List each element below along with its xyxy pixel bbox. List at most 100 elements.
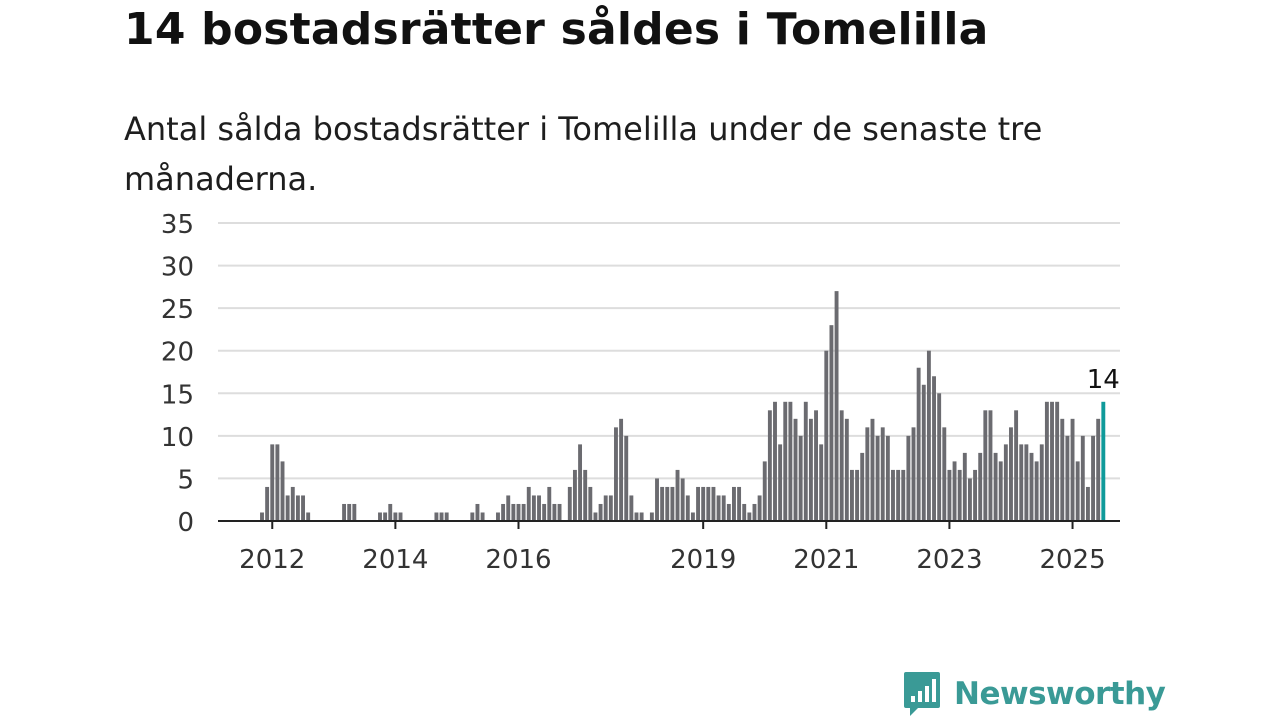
bar <box>511 503 516 521</box>
bar <box>757 495 762 521</box>
bar <box>880 427 885 521</box>
chart-subtitle: Antal sålda bostadsrätter i Tomelilla un… <box>124 110 1043 198</box>
bar <box>808 418 813 521</box>
y-tick-label: 10 <box>161 423 194 453</box>
bar <box>1039 444 1044 521</box>
bar <box>793 418 798 521</box>
bar <box>547 486 552 521</box>
bar <box>1034 461 1039 521</box>
bar <box>942 427 947 521</box>
bar <box>588 486 593 521</box>
bar <box>1080 435 1085 521</box>
bar <box>783 401 788 521</box>
highlight-value-label: 14 <box>1087 365 1120 395</box>
bar <box>706 486 711 521</box>
y-tick-label: 20 <box>161 338 194 368</box>
bar <box>983 410 988 521</box>
bar <box>993 452 998 521</box>
brand-logo: Newsworthy <box>902 670 1166 718</box>
y-tick-label: 0 <box>177 508 194 538</box>
bar <box>865 427 870 521</box>
x-tick-label: 2012 <box>239 545 305 575</box>
bar <box>593 512 598 521</box>
y-tick-label: 35 <box>161 210 194 240</box>
bar <box>624 435 629 521</box>
bar <box>542 503 547 521</box>
bar <box>614 427 618 521</box>
bar <box>988 410 993 521</box>
bar <box>885 435 890 521</box>
bar <box>978 452 983 521</box>
bar <box>680 478 685 521</box>
bar <box>726 503 731 521</box>
bar <box>803 401 808 521</box>
bar <box>875 435 880 521</box>
bar <box>1085 486 1090 521</box>
bar <box>665 486 670 521</box>
bar <box>537 495 541 521</box>
bar <box>824 350 829 521</box>
bar <box>788 401 793 521</box>
bar <box>526 486 531 521</box>
bar <box>742 503 747 521</box>
bar <box>352 503 357 521</box>
bar <box>280 461 285 521</box>
bar <box>1003 444 1008 521</box>
bar <box>762 461 767 521</box>
bar <box>737 486 742 521</box>
y-tick-label: 15 <box>161 380 194 410</box>
bar <box>1060 418 1065 521</box>
bar <box>649 512 654 521</box>
bar <box>1075 461 1080 521</box>
bar <box>1029 452 1034 521</box>
bar <box>496 512 500 521</box>
bar <box>932 376 936 521</box>
bar <box>696 486 700 521</box>
bar <box>891 469 895 521</box>
bar <box>634 512 639 521</box>
bar <box>655 478 659 521</box>
bar <box>778 444 783 521</box>
bar <box>829 325 834 521</box>
bar <box>306 512 311 521</box>
bar <box>388 503 393 521</box>
bar <box>916 367 921 521</box>
bar <box>475 503 480 521</box>
bar <box>896 469 901 521</box>
bar <box>732 486 736 521</box>
bar <box>839 410 844 521</box>
bar <box>572 469 577 521</box>
bar <box>721 495 726 521</box>
x-tick-label: 2021 <box>793 545 859 575</box>
bar <box>501 503 506 521</box>
bar <box>860 452 865 521</box>
bar <box>850 469 854 521</box>
bar <box>773 401 777 521</box>
x-tick-label: 2019 <box>670 545 736 575</box>
bar <box>747 512 752 521</box>
bar <box>639 512 644 521</box>
bar <box>844 418 849 521</box>
bar <box>921 384 926 521</box>
bar <box>819 444 824 521</box>
bar <box>957 469 962 521</box>
bar <box>937 393 942 521</box>
bar <box>470 512 475 521</box>
bar <box>578 444 583 521</box>
bar <box>1065 435 1070 521</box>
x-tick-label: 2025 <box>1039 545 1105 575</box>
highlight-bar <box>1101 401 1106 521</box>
bar <box>701 486 706 521</box>
bar <box>798 435 803 521</box>
y-tick-label: 5 <box>177 465 194 495</box>
bar <box>906 435 911 521</box>
bar <box>1024 444 1029 521</box>
bar <box>1070 418 1075 521</box>
bar <box>480 512 485 521</box>
x-tick-label: 2014 <box>362 545 428 575</box>
bar <box>1055 401 1060 521</box>
bar <box>398 512 403 521</box>
bar <box>531 495 536 521</box>
bar <box>752 503 757 521</box>
